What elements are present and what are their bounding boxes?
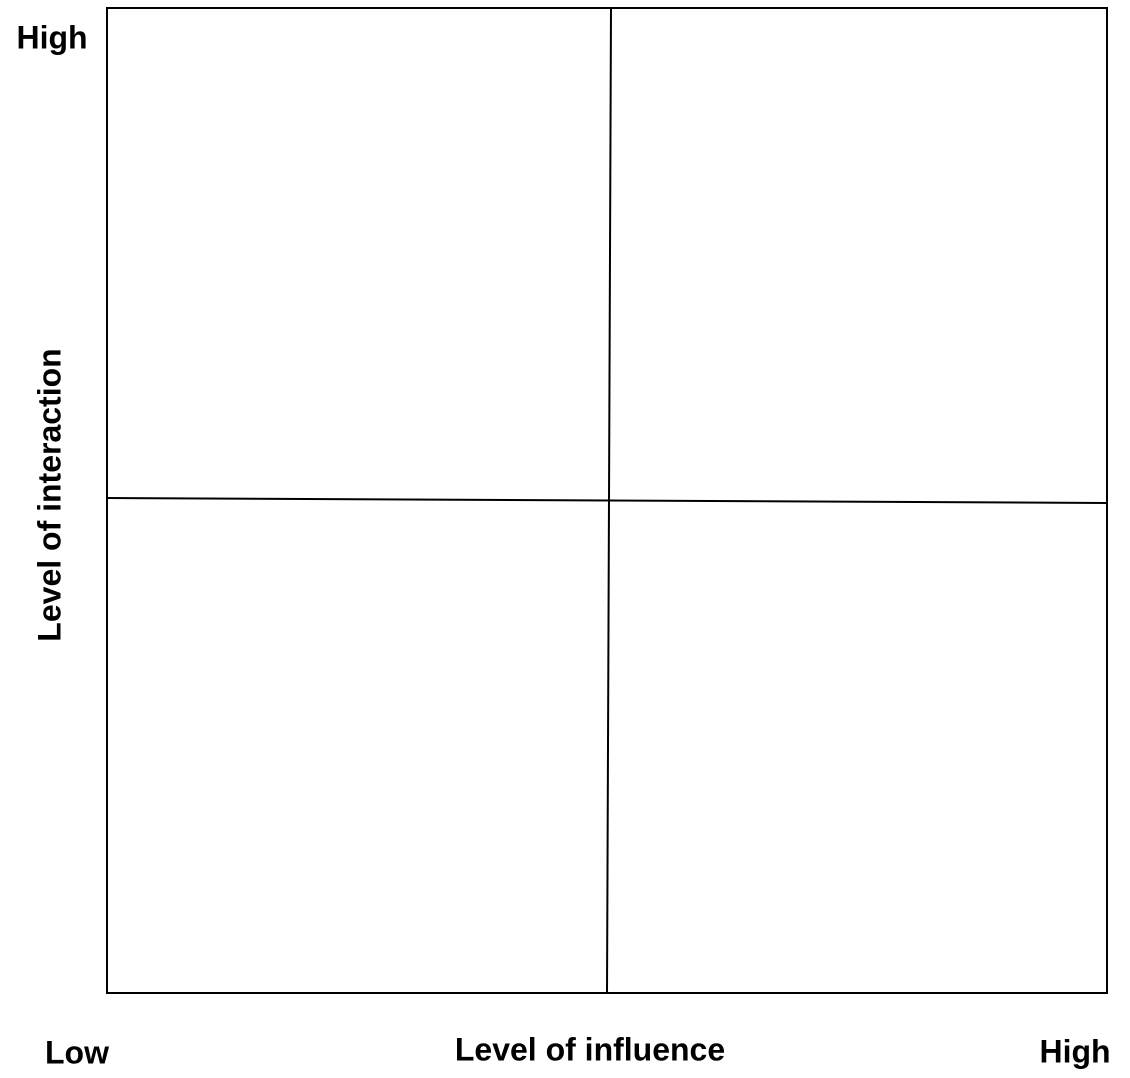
x-axis-label: Level of influence — [455, 1031, 725, 1067]
x-high-label: High — [1039, 1033, 1110, 1069]
y-high-label: High — [16, 19, 87, 55]
x-low-label: Low — [45, 1034, 109, 1070]
horizontal-divider — [106, 497, 1108, 504]
y-axis-label: Level of interaction — [31, 348, 67, 641]
